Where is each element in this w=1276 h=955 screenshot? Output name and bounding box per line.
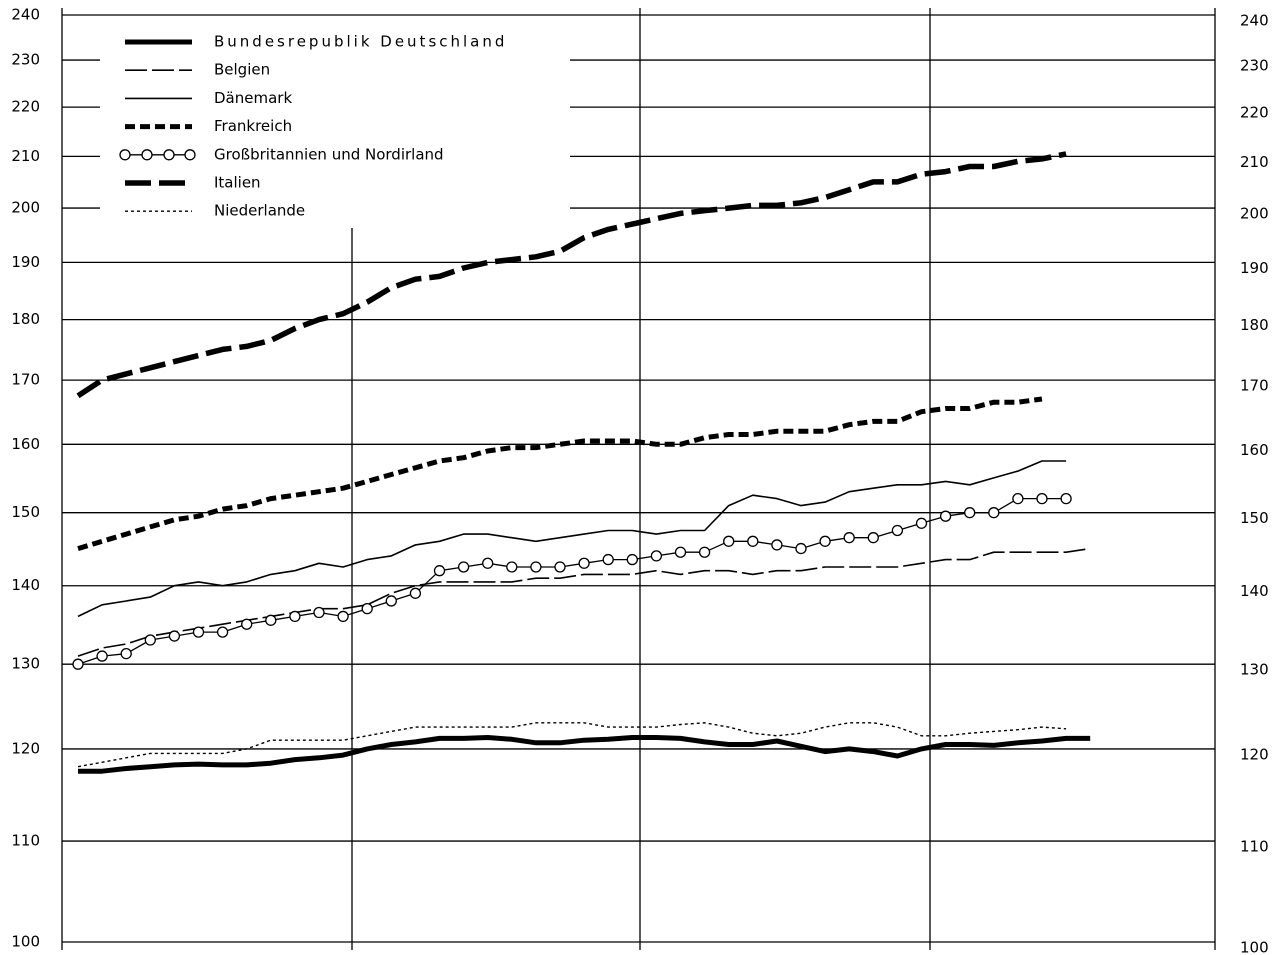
- y-tick-label-right: 230: [1240, 57, 1269, 75]
- data-point: [674, 546, 687, 558]
- plot: [72, 151, 1091, 774]
- y-tick-label: 120: [11, 739, 40, 757]
- y-tick-label-right: 190: [1240, 259, 1269, 277]
- data-point: [506, 561, 518, 573]
- data-point: [433, 565, 446, 577]
- y-tick-label-right: 120: [1240, 745, 1269, 763]
- y-tick-label: 230: [11, 51, 40, 69]
- y-tick-label: 130: [11, 655, 40, 673]
- y-tick-label: 210: [11, 147, 40, 165]
- data-point: [361, 603, 373, 615]
- data-point: [216, 626, 229, 638]
- data-point: [1012, 492, 1024, 505]
- y-tick-label-right: 180: [1240, 316, 1269, 334]
- data-point: [482, 557, 494, 569]
- data-point: [698, 546, 711, 558]
- y-tick-label: 140: [11, 576, 40, 594]
- y-tick-label: 150: [11, 503, 40, 521]
- data-point: [265, 614, 277, 626]
- y-tick-label-right: 160: [1240, 441, 1269, 459]
- data-point: [554, 561, 566, 573]
- data-point: [939, 510, 952, 522]
- data-point: [289, 610, 301, 623]
- data-point: [915, 517, 928, 529]
- legend-label: Dänemark: [214, 89, 292, 107]
- data-point: [168, 630, 181, 642]
- data-point: [1036, 492, 1048, 505]
- series-line: [76, 151, 1067, 399]
- data-point: [602, 553, 614, 566]
- y-tick-label-right: 150: [1240, 509, 1269, 527]
- legend-marker: [163, 149, 175, 161]
- data-point: [120, 648, 132, 660]
- data-point: [72, 658, 84, 670]
- y-tick-label-right: 140: [1240, 582, 1269, 600]
- data-point: [144, 634, 156, 646]
- y-tick-label: 220: [11, 98, 40, 116]
- data-point: [313, 606, 325, 619]
- data-point: [457, 561, 470, 573]
- legend-marker: [184, 149, 196, 161]
- data-point: [747, 535, 759, 547]
- y-tick-label-right: 200: [1240, 205, 1269, 223]
- data-point: [988, 507, 1000, 519]
- series-line: [77, 722, 1067, 768]
- data-point: [650, 550, 663, 562]
- y-tick-label-right: 210: [1240, 153, 1269, 171]
- legend-label: Belgien: [214, 61, 270, 79]
- grid: 100 100 110 110 120 120 130 130 140 140 150 150 160 1…: [11, 6, 1268, 955]
- y-tick-label-right: 100: [1240, 939, 1269, 955]
- data-point: [819, 535, 831, 547]
- y-tick-label-right: 240: [1240, 12, 1269, 30]
- y-tick-label: 240: [11, 6, 40, 24]
- data-point: [409, 587, 422, 599]
- y-tick-label-right: 130: [1240, 661, 1269, 679]
- series-line: [78, 735, 1091, 774]
- legend-label: Niederlande: [214, 202, 305, 220]
- y-tick-label-right: 220: [1240, 104, 1269, 122]
- data-point: [723, 535, 735, 547]
- legend-label: Großbritannien und Nordirland: [214, 145, 444, 163]
- legend-marker: [119, 149, 131, 161]
- legend-label: Frankreich: [214, 117, 292, 135]
- legend-marker: [141, 149, 153, 161]
- data-point: [867, 532, 879, 544]
- legend-label: Bundesrepublik Deutschland: [214, 33, 507, 51]
- y-tick-label: 180: [11, 310, 40, 328]
- y-tick-label-right: 170: [1240, 377, 1269, 395]
- data-point: [964, 507, 976, 519]
- data-point: [771, 539, 783, 551]
- y-tick-label: 190: [11, 253, 40, 271]
- data-point: [337, 610, 349, 623]
- data-point: [891, 524, 904, 537]
- data-point: [385, 595, 397, 607]
- y-tick-label: 100: [11, 933, 40, 951]
- y-tick-label: 170: [11, 371, 40, 389]
- y-tick-label: 160: [11, 435, 40, 453]
- legend: Bundesrepublik Deutschland Belgien Dänemar…: [119, 33, 507, 220]
- data-point: [626, 553, 638, 566]
- data-point: [241, 618, 253, 630]
- data-point: [578, 557, 590, 569]
- data-point: [192, 626, 205, 638]
- data-point: [843, 532, 855, 544]
- data-point: [530, 561, 542, 573]
- series-line: [77, 460, 1067, 618]
- data-point: [1060, 492, 1072, 505]
- y-tick-label: 200: [11, 199, 40, 217]
- data-point: [795, 542, 807, 555]
- data-point: [96, 650, 108, 662]
- series-line: [77, 396, 1043, 551]
- legend-label: Italien: [214, 174, 261, 192]
- y-tick-label: 110: [11, 832, 40, 850]
- y-tick-label-right: 110: [1240, 838, 1269, 856]
